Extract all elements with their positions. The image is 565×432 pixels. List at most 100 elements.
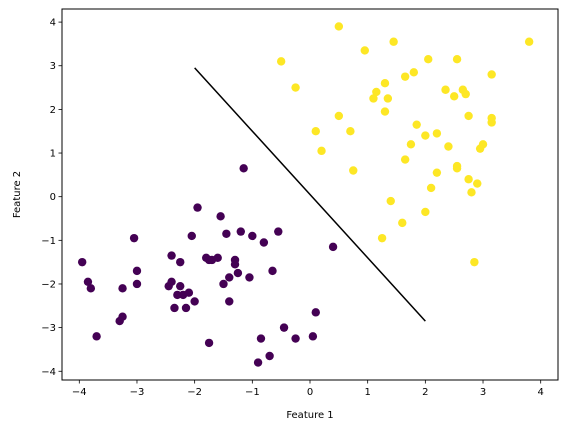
scatter-point-class-0 — [225, 273, 234, 282]
scatter-point-class-0 — [265, 351, 274, 361]
scatter-point-class-1 — [426, 183, 436, 193]
scatter-point-class-1 — [334, 111, 344, 121]
scatter-point-class-1 — [464, 111, 473, 121]
scatter-point-class-0 — [253, 358, 263, 367]
scatter-point-class-0 — [230, 260, 240, 269]
scatter-point-class-0 — [239, 164, 248, 173]
scatter-point-class-1 — [380, 79, 390, 88]
scatter-point-class-0 — [225, 297, 234, 306]
x-tick-label: 0 — [307, 387, 313, 398]
scatter-point-class-0 — [256, 334, 266, 343]
scatter-point-class-1 — [311, 127, 320, 136]
scatter-point-class-0 — [222, 229, 231, 238]
scatter-point-class-1 — [398, 218, 407, 228]
y-tick-label: −1 — [41, 236, 56, 247]
scatter-point-class-0 — [184, 288, 194, 297]
scatter-point-class-0 — [176, 281, 185, 291]
scatter-point-class-1 — [380, 107, 390, 116]
y-tick-label: −3 — [41, 323, 56, 334]
scatter-point-class-0 — [268, 266, 277, 276]
scatter-point-class-1 — [473, 179, 482, 188]
scatter-point-class-1 — [317, 146, 326, 156]
y-tick-label: 4 — [50, 18, 56, 29]
scatter-point-class-0 — [248, 231, 257, 241]
scatter-point-class-0 — [219, 279, 228, 289]
scatter-point-class-0 — [86, 284, 96, 293]
scatter-point-class-0 — [279, 323, 289, 332]
scatter-point-class-1 — [487, 118, 496, 127]
scatter-point-class-1 — [441, 85, 450, 94]
scatter-point-class-1 — [461, 89, 470, 99]
y-axis-label: Feature 2 — [12, 171, 23, 218]
y-axis-ticks: −4 −3 −2 −1 0 1 2 3 4 — [41, 18, 62, 378]
scatter-point-class-0 — [245, 273, 254, 282]
chart-marks — [77, 22, 534, 367]
scatter-point-class-0 — [176, 257, 185, 267]
scatter-point-class-1 — [432, 168, 442, 177]
scatter-point-class-0 — [204, 338, 214, 348]
scatter-point-class-1 — [400, 155, 410, 164]
scatter-point-class-1 — [372, 87, 381, 97]
scatter-point-class-1 — [452, 54, 462, 64]
scatter-point-class-1 — [421, 207, 430, 217]
x-tick-label: 4 — [538, 387, 544, 398]
scatter-point-class-0 — [92, 332, 101, 341]
scatter-point-class-0 — [170, 303, 179, 313]
scatter-point-class-0 — [193, 203, 202, 212]
scatter-point-class-1 — [464, 175, 473, 184]
scatter-point-class-0 — [167, 251, 176, 260]
x-tick-label: −3 — [130, 387, 145, 398]
y-tick-label: 1 — [50, 149, 56, 160]
scatter-point-class-0 — [236, 227, 245, 236]
scatter-point-class-1 — [360, 46, 369, 55]
scatter-point-class-1 — [467, 188, 476, 197]
x-tick-label: 3 — [480, 387, 486, 398]
y-tick-label: 0 — [50, 192, 56, 203]
scatter-point-class-1 — [412, 120, 421, 129]
scatter-point-class-1 — [386, 196, 395, 206]
scatter-point-class-0 — [291, 334, 300, 343]
scatter-point-class-0 — [216, 212, 225, 221]
scatter-point-class-1 — [487, 70, 496, 79]
y-tick-label: 3 — [50, 61, 56, 72]
scatter-point-class-1 — [449, 92, 459, 101]
y-tick-label: −4 — [41, 367, 56, 378]
scatter-point-class-0 — [181, 303, 191, 313]
scatter-point-class-1 — [349, 166, 358, 175]
scatter-point-class-0 — [274, 227, 283, 236]
scatter-point-class-0 — [311, 308, 320, 317]
scatter-point-class-0 — [132, 279, 142, 289]
scatter-point-class-0 — [259, 238, 269, 247]
scatter-point-class-0 — [213, 253, 222, 262]
scatter-point-class-1 — [406, 140, 416, 149]
scatter-point-class-1 — [334, 22, 344, 31]
scatter-point-class-0 — [83, 277, 93, 286]
scatter-point-class-1 — [291, 83, 300, 92]
scatter-point-class-0 — [308, 332, 318, 341]
scatter-point-class-0 — [167, 277, 176, 286]
scatter-point-class-1 — [389, 37, 398, 46]
scatter-point-class-0 — [77, 257, 87, 267]
scatter-point-class-0 — [118, 312, 127, 321]
scatter-point-class-1 — [424, 54, 433, 64]
x-tick-label: 2 — [422, 387, 428, 398]
x-tick-label: −1 — [245, 387, 260, 398]
scatter-point-class-1 — [377, 233, 387, 243]
scatter-point-class-0 — [328, 242, 338, 252]
scatter-point-class-0 — [118, 284, 127, 293]
y-tick-label: 2 — [50, 105, 56, 116]
scatter-point-class-1 — [276, 57, 286, 66]
x-tick-label: −2 — [187, 387, 202, 398]
scatter-point-class-1 — [369, 94, 378, 103]
scatter-point-class-0 — [173, 290, 182, 300]
scatter-point-class-1 — [346, 127, 355, 136]
scatter-point-class-1 — [432, 129, 442, 138]
scatter-point-class-0 — [129, 233, 139, 243]
scatter-point-class-0 — [132, 266, 142, 276]
scatter-point-class-1 — [421, 131, 430, 140]
scatter-point-class-0 — [187, 231, 196, 241]
scatter-point-class-0 — [233, 268, 243, 278]
x-axis-label: Feature 1 — [286, 410, 333, 421]
decision-boundary-line — [194, 67, 426, 322]
